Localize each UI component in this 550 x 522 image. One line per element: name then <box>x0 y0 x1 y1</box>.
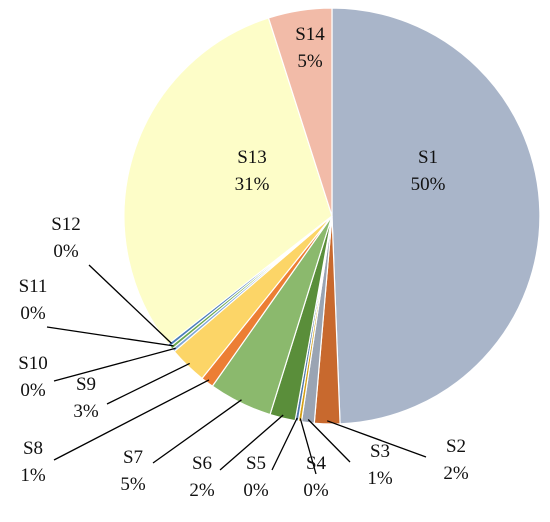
slice-s1 <box>331 7 541 425</box>
slice-label-s11: S11 0% <box>19 276 48 324</box>
slice-name-s13: S13 <box>237 147 267 168</box>
slice-percent-s13: 31% <box>235 174 270 195</box>
slice-label-s10: S10 0% <box>18 353 48 401</box>
slice-name-s10: S10 <box>18 353 48 374</box>
slice-name-s14: S14 <box>295 24 325 45</box>
slice-percent-s10: 0% <box>20 380 46 401</box>
leader-line-s7 <box>152 399 242 464</box>
leader-lines <box>46 264 427 475</box>
slice-label-s5: S5 0% <box>243 453 269 501</box>
leader-line-s8 <box>53 379 210 461</box>
slice-percent-s2: 2% <box>443 463 469 484</box>
slice-percent-s8: 1% <box>20 465 46 486</box>
leader-line-s3 <box>307 419 351 463</box>
slice-name-s12: S12 <box>51 214 81 235</box>
slice-label-s14: S14 5% <box>295 24 325 72</box>
slice-name-s8: S8 <box>23 438 43 459</box>
slice-name-s7: S7 <box>123 447 143 468</box>
slice-name-s11: S11 <box>19 276 48 297</box>
slice-percent-s6: 2% <box>189 480 215 501</box>
slice-percent-s5: 0% <box>243 480 269 501</box>
slice-percent-s7: 5% <box>120 474 146 495</box>
slice-label-s7: S7 5% <box>120 447 146 495</box>
slice-percent-s4: 0% <box>303 480 329 501</box>
slice-label-s1: S1 50% <box>411 147 446 195</box>
slice-name-s6: S6 <box>192 453 212 474</box>
slice-percent-s9: 3% <box>73 401 99 422</box>
leader-line-s10 <box>53 347 176 382</box>
slice-label-s6: S6 2% <box>189 453 215 501</box>
leader-line-s11 <box>46 326 174 347</box>
leader-line-s6 <box>219 414 284 471</box>
leader-line-s12 <box>88 264 172 344</box>
slice-name-s4: S4 <box>306 453 327 474</box>
slice-label-s3: S3 1% <box>367 441 393 489</box>
slice-percent-s1: 50% <box>411 174 446 195</box>
pie-slices <box>123 7 541 425</box>
leader-line-s2 <box>326 420 427 458</box>
slice-label-s2: S2 2% <box>443 436 469 484</box>
slice-percent-s12: 0% <box>53 241 79 262</box>
slice-name-s2: S2 <box>446 436 466 457</box>
slice-name-s9: S9 <box>76 374 96 395</box>
leader-line-s4 <box>299 418 317 475</box>
leader-line-s9 <box>106 362 190 405</box>
slice-name-s1: S1 <box>418 147 438 168</box>
slice-s14 <box>267 7 333 217</box>
slice-name-s3: S3 <box>370 441 390 462</box>
slice-percent-s14: 5% <box>297 51 323 72</box>
slice-label-s9: S9 3% <box>73 374 99 422</box>
slice-labels: S1 50%S2 2%S3 1%S4 0%S5 0%S6 2%S7 5%S8 1%S9 3%S10… <box>18 24 469 501</box>
slice-label-s13: S13 31% <box>235 147 270 195</box>
leader-line-s5 <box>271 417 298 471</box>
slice-label-s4: S4 0% <box>303 453 329 501</box>
slice-name-s5: S5 <box>246 453 266 474</box>
slice-s13 <box>123 17 333 345</box>
slice-label-s12: S12 0% <box>51 214 81 262</box>
slice-percent-s11: 0% <box>20 303 46 324</box>
slice-label-s8: S8 1% <box>20 438 46 486</box>
slice-percent-s3: 1% <box>367 468 393 489</box>
